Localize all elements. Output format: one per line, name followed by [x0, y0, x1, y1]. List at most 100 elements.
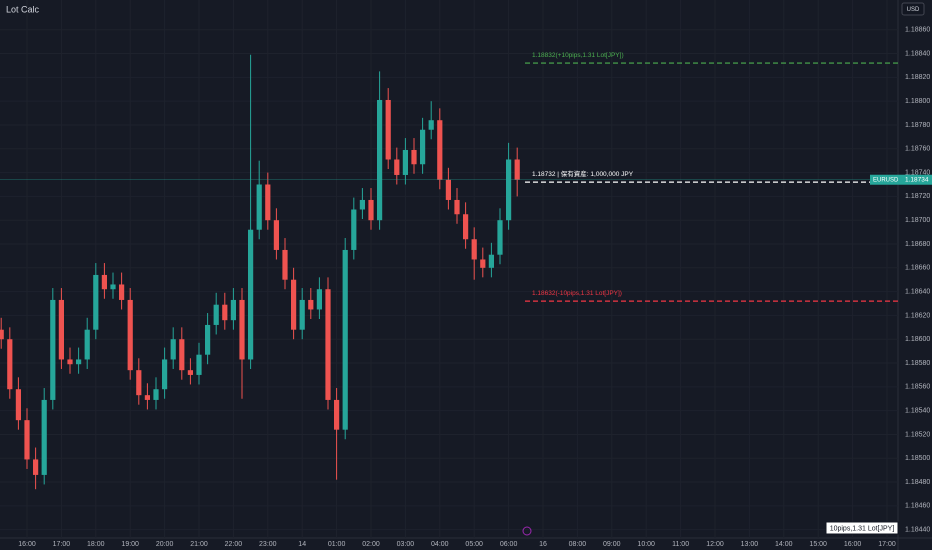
candle-body: [170, 339, 176, 360]
plot: 1.18832(+10pips,1.31 Lot[JPY]) 1.18732 | …: [0, 52, 898, 490]
candle-body: [394, 159, 400, 175]
candle-body: [213, 304, 219, 325]
x-tick-label: 09:00: [603, 541, 621, 548]
candle-body: [7, 339, 13, 390]
candle-body: [359, 199, 365, 210]
y-tick-label: 1.18540: [905, 407, 930, 414]
footer-note: 10pips,1.31 Lot[JPY]: [830, 525, 895, 532]
x-tick-label: 10:00: [637, 541, 655, 548]
candle-body: [101, 274, 108, 290]
x-tick-label: 11:00: [672, 541, 689, 548]
candle-body: [333, 399, 340, 430]
y-tick-label: 1.18700: [905, 217, 930, 224]
candle-body: [162, 359, 168, 390]
y-tick-label: 1.18640: [905, 288, 930, 295]
symbol-label: EURUSD: [873, 177, 899, 183]
candle-body: [136, 370, 142, 396]
candle-body: [428, 120, 434, 130]
x-tick-label: 16:00: [18, 541, 36, 548]
currency: USD: [907, 7, 920, 13]
candle-body: [179, 339, 185, 371]
candle-body: [308, 299, 314, 310]
candle-body: [230, 299, 237, 321]
candle-body: [385, 99, 391, 160]
candle-body: [248, 229, 254, 360]
candle-body: [411, 149, 417, 165]
y-tick-label: 1.18680: [905, 241, 930, 248]
level-label: 1.18832(+10pips,1.31 Lot[JPY]): [532, 52, 624, 59]
x-tick-label: 16:00: [844, 541, 862, 548]
grid: [0, 0, 898, 538]
candle-body: [0, 329, 4, 340]
candle-body: [462, 214, 469, 240]
candle-body: [15, 389, 22, 421]
x-tick-label: 19:00: [121, 541, 139, 548]
x-tick-label: 04:00: [431, 541, 449, 548]
x-tick-label: 18:00: [87, 541, 105, 548]
candle-body: [316, 289, 322, 310]
x-tick-label: 16: [539, 541, 547, 548]
chart-title: Lot Calc: [6, 4, 40, 14]
x-tick-label: 14:00: [775, 541, 793, 548]
candle-body: [342, 249, 348, 430]
level-label: 1.18732 | 保有資産: 1,000,000 JPY: [532, 169, 634, 178]
candle-body: [505, 159, 512, 221]
candle-body: [24, 420, 30, 460]
y-tick-label: 1.18760: [905, 146, 930, 153]
y-tick-label: 1.18780: [905, 122, 930, 129]
x-tick-label: 02:00: [362, 541, 380, 548]
candle-body: [445, 179, 451, 200]
candle-body: [273, 220, 280, 250]
axes: 1.18860 1.18840 1.18820 1.18800 1.18780 1.187…: [18, 27, 932, 548]
y-tick-label: 1.18800: [905, 98, 930, 105]
x-tick-label: 22:00: [225, 541, 243, 548]
candle-body: [67, 359, 73, 365]
candle-body: [325, 289, 331, 400]
candle-body: [153, 389, 159, 400]
candle-body: [196, 354, 202, 375]
candle-body: [265, 184, 271, 221]
x-tick-label: 12:00: [706, 541, 724, 548]
candle-body: [119, 284, 125, 300]
candle-body: [419, 129, 426, 165]
last-price-label: 1.18734: [905, 176, 929, 183]
note-box: [825, 521, 899, 535]
y-tick-label: 1.18720: [905, 193, 930, 200]
candle-body: [351, 209, 357, 250]
y-tick-label: 1.18840: [905, 50, 930, 57]
x-tick-label: 20:00: [156, 541, 174, 548]
candle-body: [514, 159, 520, 180]
candle-body: [368, 199, 374, 221]
candle-body: [187, 370, 194, 375]
candle-body: [299, 299, 305, 330]
candle-body: [256, 184, 262, 230]
level-label: 1.18632(-10pips,1.31 Lot[JPY]): [532, 290, 622, 297]
candle-body: [480, 259, 486, 268]
x-tick-label: 23:00: [259, 541, 277, 548]
candle-body: [127, 299, 133, 371]
candle-body: [205, 324, 211, 355]
candle-body: [33, 459, 39, 475]
candle-body: [84, 329, 90, 360]
y-tick-label: 1.18480: [905, 479, 930, 486]
x-tick-label: 17:00: [53, 541, 71, 548]
candle-body: [41, 399, 47, 475]
event-icon[interactable]: [522, 526, 532, 536]
x-tick-label: 15:00: [809, 541, 827, 548]
x-tick-label: 14: [298, 541, 306, 548]
x-tick-label: 05:00: [465, 541, 483, 548]
currency-box: [901, 2, 925, 16]
x-tick-label: 21:00: [190, 541, 208, 548]
candle-body: [239, 299, 245, 360]
candle-body: [471, 239, 477, 260]
candle-body: [282, 249, 288, 280]
x-tick-label: 03:00: [397, 541, 415, 548]
candle-body: [402, 149, 408, 175]
x-tick-label: 13:00: [741, 541, 759, 548]
y-tick-label: 1.18740: [905, 169, 930, 176]
candle-body: [437, 120, 443, 180]
candle-body: [291, 279, 297, 330]
